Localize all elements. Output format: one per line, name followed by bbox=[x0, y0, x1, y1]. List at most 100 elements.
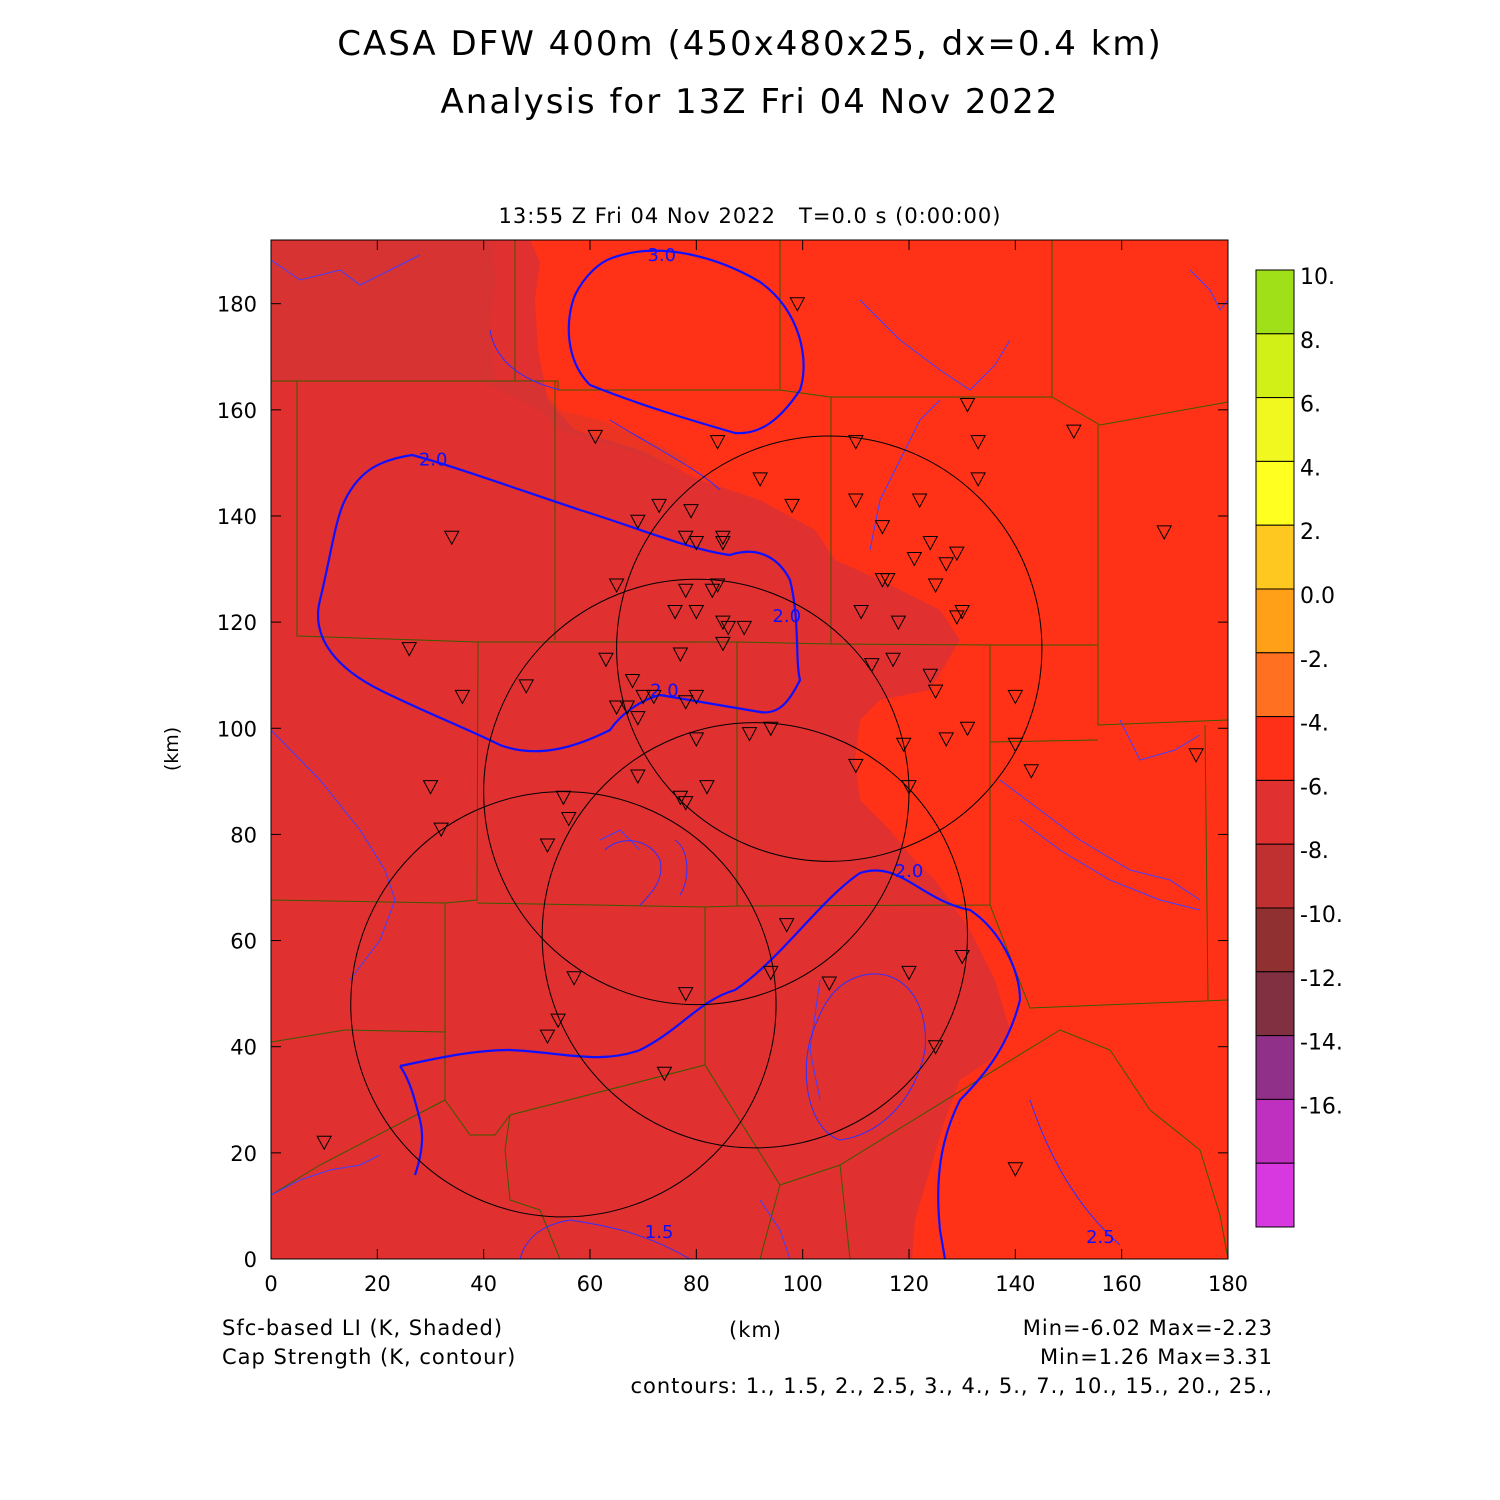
y-tick-label: 60 bbox=[230, 930, 257, 954]
colorbar-label: -8. bbox=[1300, 839, 1329, 864]
colorbar-swatch bbox=[1255, 971, 1295, 1037]
plot-title: CASA DFW 400m (450x480x25, dx=0.4 km) bbox=[337, 24, 1163, 64]
colorbar-swatch bbox=[1255, 269, 1295, 335]
valid-time-line: 13:55 Z Fri 04 Nov 2022 T=0.0 s (0:00:00… bbox=[0, 204, 1500, 228]
station-marker bbox=[874, 520, 891, 535]
station-marker bbox=[316, 1135, 333, 1151]
station-marker bbox=[401, 642, 418, 657]
station-marker bbox=[752, 472, 768, 487]
colorbar-label: 10. bbox=[1300, 265, 1335, 290]
field1-label: Sfc-based LI (K, Shaded) bbox=[222, 1316, 504, 1340]
station-marker bbox=[677, 583, 694, 599]
station-marker bbox=[885, 652, 901, 668]
colorbar-label: 4. bbox=[1300, 456, 1321, 481]
station-marker bbox=[709, 435, 726, 450]
y-axis: 0 20 40 60 80 100 120 140 160 180 bbox=[217, 293, 1228, 1272]
station-marker bbox=[927, 684, 944, 700]
station-marker bbox=[927, 578, 944, 594]
station-marker bbox=[433, 822, 449, 838]
station-marker bbox=[901, 965, 917, 981]
station-marker bbox=[821, 976, 838, 992]
station-marker bbox=[927, 1040, 944, 1055]
station-marker bbox=[715, 536, 731, 551]
x-tick-label: 40 bbox=[470, 1272, 497, 1296]
station-marker bbox=[715, 615, 731, 631]
colorbar-label: 6. bbox=[1300, 393, 1321, 418]
station-marker bbox=[624, 674, 641, 689]
station-marker bbox=[715, 636, 731, 652]
station-marker bbox=[847, 435, 864, 450]
plot-subtitle: Analysis for 13Z Fri 04 Nov 2022 bbox=[440, 82, 1060, 122]
colorbar-swatch bbox=[1255, 1162, 1295, 1228]
contour-levels: contours: 1., 1.5, 2., 2.5, 3., 4., 5., … bbox=[630, 1374, 1273, 1398]
station-marker bbox=[1007, 689, 1024, 705]
x-axis: 0 20 40 60 80 100 120 140 160 180 bbox=[264, 240, 1248, 1296]
x-tick-label: 100 bbox=[783, 1272, 823, 1296]
station-marker bbox=[1007, 1162, 1024, 1177]
colorbar-swatch bbox=[1255, 588, 1295, 654]
station-marker bbox=[645, 689, 662, 705]
colorbar-label: -6. bbox=[1300, 775, 1329, 800]
x-tick-label: 80 bbox=[683, 1272, 710, 1296]
x-tick-label: 60 bbox=[577, 1272, 604, 1296]
forecast-time: T=0.0 s (0:00:00) bbox=[799, 204, 1002, 228]
station-marker bbox=[922, 668, 939, 684]
station-marker bbox=[715, 530, 731, 546]
station-marker bbox=[608, 578, 625, 594]
station-marker bbox=[672, 790, 689, 806]
station-marker bbox=[656, 1066, 673, 1082]
station-marker bbox=[677, 530, 694, 546]
station-marker bbox=[667, 605, 683, 620]
station-marker bbox=[906, 551, 923, 567]
x-tick-label: 20 bbox=[364, 1272, 391, 1296]
station-marker bbox=[683, 504, 699, 519]
station-marker bbox=[847, 758, 864, 774]
colorbar-swatch bbox=[1255, 652, 1295, 718]
station-marker bbox=[688, 605, 705, 620]
station-marker bbox=[901, 780, 917, 795]
station-marker bbox=[1007, 737, 1024, 753]
station-marker bbox=[959, 398, 976, 413]
y-tick-label: 20 bbox=[230, 1142, 257, 1166]
colorbar-label: -10. bbox=[1300, 903, 1343, 928]
plot-frame bbox=[270, 239, 1229, 1260]
station-marker bbox=[619, 700, 636, 716]
colorbar-swatch bbox=[1255, 333, 1295, 399]
station-marker bbox=[1156, 525, 1173, 540]
observation-stations bbox=[316, 297, 1204, 1177]
station-marker bbox=[422, 780, 439, 795]
contour-label: 2.0 bbox=[772, 606, 801, 627]
station-marker bbox=[677, 987, 694, 1002]
x-tick-label: 120 bbox=[889, 1272, 929, 1296]
station-marker bbox=[635, 689, 652, 705]
y-tick-label: 180 bbox=[217, 293, 257, 317]
colorbar-swatch bbox=[1255, 716, 1295, 781]
station-marker bbox=[789, 297, 806, 312]
station-marker bbox=[688, 732, 705, 747]
colorbar: 10. 8. 6. 4. 2. 0.0 -2. -4. -6. -8. -10. -12. -14. -1… bbox=[1255, 265, 1343, 1228]
station-marker bbox=[1188, 748, 1204, 763]
station-marker bbox=[970, 472, 986, 487]
cap-strength-contours-thin bbox=[489, 329, 1121, 1259]
station-marker bbox=[890, 615, 907, 631]
colorbar-swatch bbox=[1255, 1035, 1295, 1100]
county-borders bbox=[271, 240, 1228, 1259]
station-marker bbox=[454, 689, 471, 705]
station-marker bbox=[720, 620, 737, 636]
station-marker bbox=[555, 790, 572, 806]
valid-time: 13:55 Z Fri 04 Nov 2022 bbox=[498, 204, 776, 228]
station-marker bbox=[608, 700, 625, 716]
radar-ring bbox=[483, 578, 910, 1006]
station-marker bbox=[863, 658, 880, 673]
station-marker bbox=[778, 918, 795, 933]
colorbar-label: -4. bbox=[1300, 712, 1329, 737]
station-marker bbox=[598, 652, 614, 668]
station-marker bbox=[938, 557, 955, 572]
station-marker bbox=[959, 721, 976, 737]
station-marker bbox=[895, 737, 912, 753]
station-marker bbox=[677, 695, 694, 710]
station-marker bbox=[874, 573, 891, 588]
colorbar-label: 2. bbox=[1300, 520, 1321, 545]
x-tick-label: 140 bbox=[995, 1272, 1035, 1296]
